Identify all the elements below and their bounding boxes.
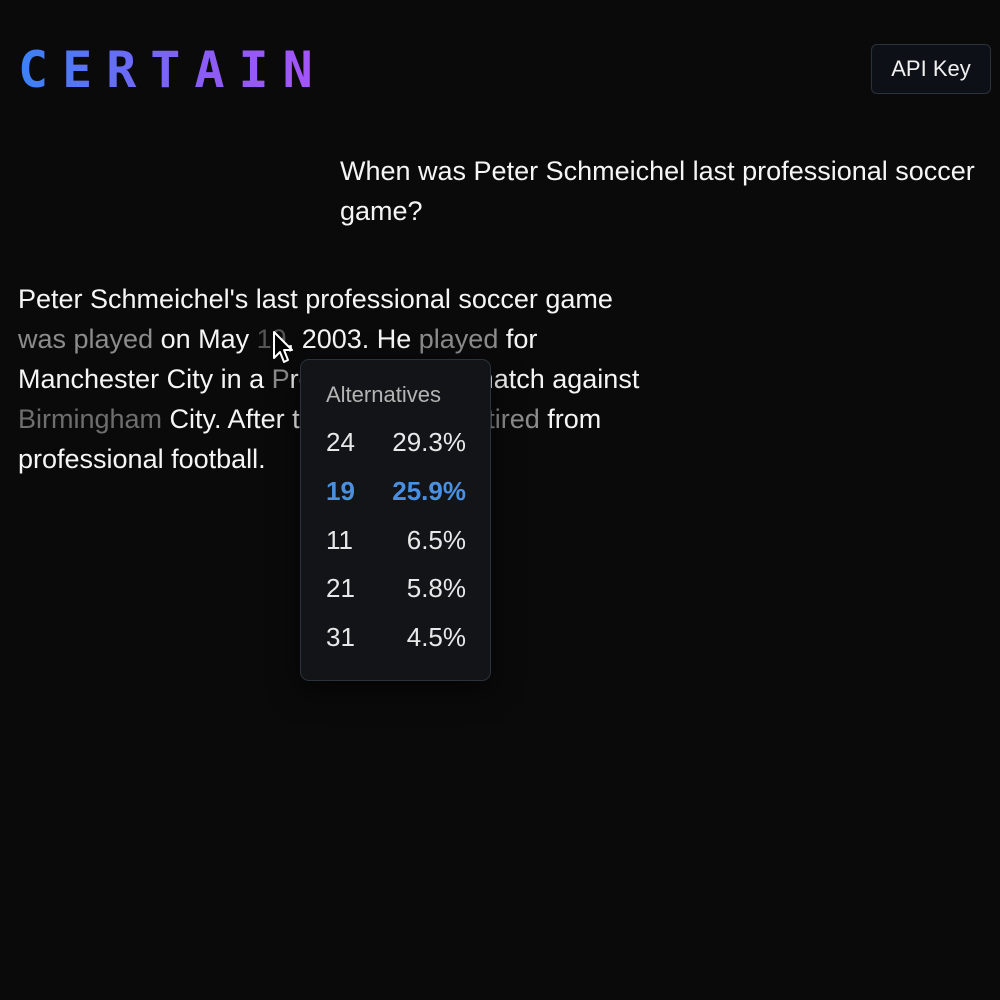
answer-token: match against (463, 364, 640, 394)
uncertain-token[interactable]: played (418, 324, 499, 354)
alternative-row[interactable]: 19 25.9% (326, 476, 466, 516)
answer-token: on May (153, 324, 257, 354)
uncertain-token[interactable]: P (271, 364, 290, 394)
answer-token: , 2003. He (286, 324, 419, 354)
answer-token: for (498, 324, 538, 354)
uncertain-token[interactable]: was played (18, 324, 154, 354)
answer-token: Peter Schmeichel's last professional soc… (18, 284, 613, 314)
alternative-row[interactable]: 24 29.3% (326, 427, 466, 467)
answer-line: professional football. (18, 439, 718, 479)
alternative-token: 11 (326, 525, 353, 555)
answer-token: professional football. (18, 444, 266, 474)
answer-token: City. Afte (162, 404, 276, 434)
mouse-pointer-icon (273, 331, 293, 363)
alternative-token: 19 (326, 476, 355, 506)
alternative-probability: 25.9% (392, 476, 466, 506)
app-logo: CERTAIN (18, 41, 327, 99)
answer-line: Peter Schmeichel's last professional soc… (18, 279, 718, 319)
answer-token: from (539, 404, 602, 434)
alternative-token: 31 (326, 622, 355, 652)
alternative-row[interactable]: 11 6.5% (326, 525, 466, 565)
alternative-token: 24 (326, 427, 355, 457)
api-key-button[interactable]: API Key (871, 44, 991, 94)
alternative-row[interactable]: 31 4.5% (326, 622, 466, 662)
alternative-probability: 6.5% (406, 525, 466, 555)
alternative-probability: 5.8% (406, 573, 466, 603)
uncertain-token[interactable]: Birmingham (18, 404, 163, 434)
alternative-probability: 29.3% (392, 427, 466, 457)
alternative-probability: 4.5% (406, 622, 466, 652)
alternative-token: 21 (326, 573, 355, 603)
alternatives-popup: Alternatives 24 29.3% 19 25.9% 11 6.5% 21 5.8% 3… (300, 359, 491, 681)
user-question: When was Peter Schmeichel last professio… (340, 156, 975, 226)
alternative-row[interactable]: 21 5.8% (326, 573, 466, 613)
alternatives-title: Alternatives (326, 382, 441, 407)
answer-token: Manchester City in a (18, 364, 272, 394)
answer-line: was played on May 19, 2003. He played fo… (18, 319, 718, 359)
